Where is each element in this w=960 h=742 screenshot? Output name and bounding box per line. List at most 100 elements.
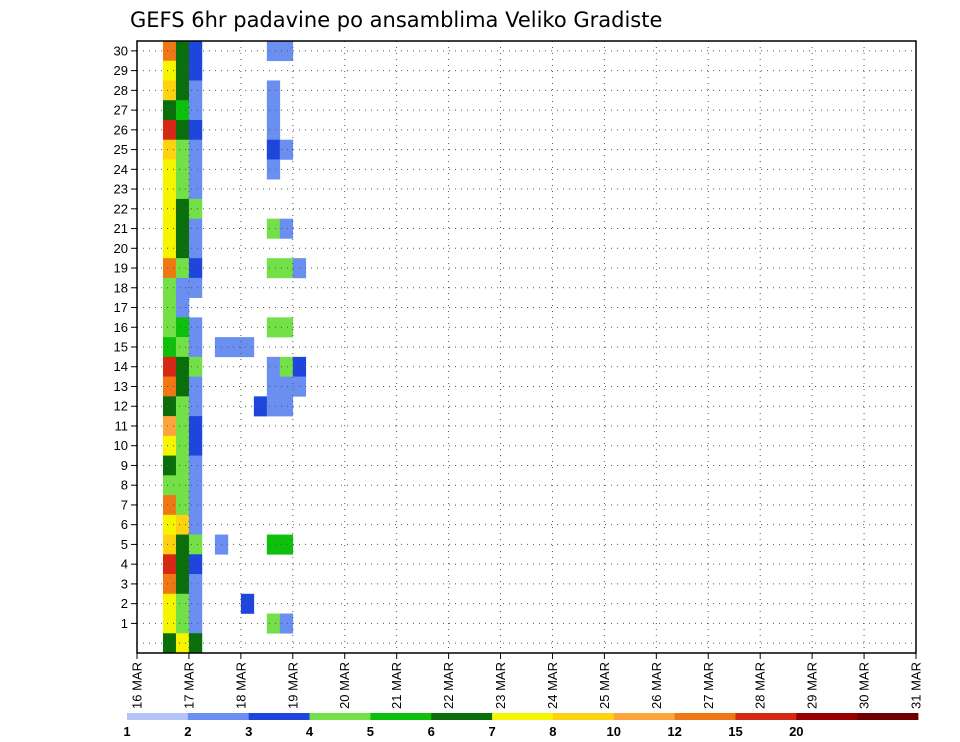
y-tick-label: 8 [121,478,128,493]
y-tick-label: 2 [121,596,128,611]
heat-cell [188,317,203,338]
heat-cell [175,554,190,575]
colorbar-label: 10 [607,724,621,739]
y-tick-label: 12 [114,399,128,414]
heat-cell [175,435,190,456]
colorbar-swatch [248,713,310,720]
heat-cell [175,416,190,437]
colorbar-label: 4 [306,724,314,739]
heat-cell [188,80,203,101]
heat-cell [266,218,281,239]
heat-cell [188,514,203,535]
heat-cell [175,475,190,496]
heat-cell [240,593,255,614]
y-tick-label: 16 [114,320,128,335]
heat-cell [175,100,190,121]
heat-cell [188,218,203,239]
colorbar-label: 5 [367,724,374,739]
heat-cell [175,613,190,634]
y-tick-label: 14 [114,359,128,374]
heat-cell [162,218,177,239]
y-tick-label: 7 [121,497,128,512]
heat-cell [253,396,268,417]
heat-cell [188,495,203,516]
y-tick-label: 1 [121,616,128,631]
colorbar-label: 20 [789,724,803,739]
heat-cell [188,633,203,654]
x-tick-label: 18 MAR [233,662,248,709]
chart-title: GEFS 6hr padavine po ansamblima Veliko G… [130,8,662,32]
heat-cell [188,396,203,417]
x-tick-label: 27 MAR [701,662,716,709]
heat-cell [279,356,294,377]
heat-cell [162,119,177,141]
dotted-grid [137,41,916,653]
heat-cell [279,396,294,417]
x-tick-label: 28 MAR [753,662,768,709]
colorbar-swatch [370,713,432,720]
heat-cell [188,100,203,121]
heat-cell [266,613,281,634]
x-tick-label: 31 MAR [909,662,924,709]
heatmap-cells [162,41,307,654]
heat-cell [175,198,190,219]
heat-cell [188,435,203,456]
heat-cell [266,100,281,121]
heat-cell [188,416,203,437]
heat-cell [188,554,203,575]
y-tick-label: 15 [114,340,128,355]
colorbar-swatch [796,713,858,720]
y-tick-label: 20 [114,241,128,256]
heat-cell [188,119,203,141]
heat-cell [188,139,203,160]
heat-cell [227,337,242,358]
heat-cell [175,41,190,62]
heat-cell [175,574,190,595]
x-tick-label: 22 MAR [441,662,456,709]
colorbar-swatch [735,713,797,720]
heat-cell [188,337,203,358]
y-tick-label: 27 [114,103,128,118]
heat-cell [175,356,190,377]
y-tick-label: 4 [121,557,128,572]
heat-cell [266,534,281,555]
heat-cell [162,396,177,417]
colorbar-swatch [127,713,189,720]
y-tick-label: 18 [114,280,128,295]
heat-cell [266,258,281,279]
y-tick-label: 21 [114,221,128,236]
heat-cell [279,258,294,279]
x-tick-label: 30 MAR [857,662,872,709]
heat-cell [266,317,281,338]
y-tick-label: 10 [114,438,128,453]
heat-cell [162,574,177,595]
y-tick-label: 26 [114,122,128,137]
colorbar-swatch [431,713,493,720]
x-axis-ticks: 16 MAR 17 MAR 18 MAR 19 MAR 20 MAR 21 MAR 22 M… [130,653,924,709]
colorbar-label: 12 [667,724,681,739]
heat-cell [162,376,177,397]
heat-cell [175,238,190,259]
heat-cell [175,317,190,338]
colorbar-label: 6 [428,724,435,739]
heat-cell [266,159,281,180]
colorbar-swatch [492,713,554,720]
heat-cell [175,376,190,397]
heat-cell [188,238,203,259]
heat-cell [266,80,281,101]
x-tick-label: 19 MAR [285,662,300,709]
y-tick-label: 13 [114,379,128,394]
heat-cell [175,514,190,535]
heat-cell [175,396,190,417]
heat-cell [162,613,177,634]
heat-cell [279,613,294,634]
heat-cell [188,356,203,377]
heat-cell [175,159,190,180]
heat-cell [175,258,190,279]
heat-cell [162,297,177,318]
y-tick-label: 28 [114,83,128,98]
heat-cell [188,593,203,614]
heat-cell [279,534,294,555]
color-scale-legend: 1 2 3 4 5 6 7 8 10 12 15 20 [123,713,919,739]
heat-cell [162,633,177,654]
